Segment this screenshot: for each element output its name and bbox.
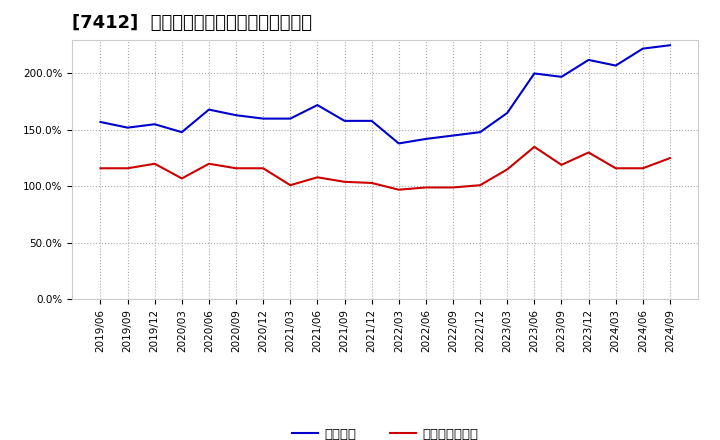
固定長期適合率 bbox=[341, 179, 349, 184]
固定長期適合率 bbox=[259, 165, 268, 171]
Line: 固定長期適合率: 固定長期適合率 bbox=[101, 147, 670, 190]
固定比率 bbox=[96, 119, 105, 125]
固定比率 bbox=[204, 107, 213, 112]
固定比率 bbox=[611, 63, 620, 68]
固定比率 bbox=[367, 118, 376, 124]
固定長期適合率 bbox=[150, 161, 159, 166]
固定比率 bbox=[395, 141, 403, 146]
固定長期適合率 bbox=[123, 165, 132, 171]
固定比率 bbox=[530, 71, 539, 76]
固定比率 bbox=[421, 136, 430, 142]
Line: 固定比率: 固定比率 bbox=[101, 45, 670, 143]
固定比率 bbox=[557, 74, 566, 80]
固定長期適合率 bbox=[503, 167, 511, 172]
固定長期適合率 bbox=[639, 165, 647, 171]
固定比率 bbox=[341, 118, 349, 124]
固定比率 bbox=[286, 116, 294, 121]
固定比率 bbox=[503, 110, 511, 116]
固定長期適合率 bbox=[313, 175, 322, 180]
固定比率 bbox=[639, 46, 647, 51]
固定長期適合率 bbox=[530, 144, 539, 150]
固定比率 bbox=[259, 116, 268, 121]
固定比率 bbox=[232, 113, 240, 118]
固定長期適合率 bbox=[557, 162, 566, 168]
固定比率 bbox=[584, 57, 593, 62]
固定比率 bbox=[665, 43, 674, 48]
固定長期適合率 bbox=[449, 185, 457, 190]
固定長期適合率 bbox=[476, 183, 485, 188]
固定比率 bbox=[123, 125, 132, 130]
固定長期適合率 bbox=[286, 183, 294, 188]
固定比率 bbox=[449, 133, 457, 138]
Text: [7412]  固定比率、固定長期適合率の推移: [7412] 固定比率、固定長期適合率の推移 bbox=[72, 15, 312, 33]
固定長期適合率 bbox=[611, 165, 620, 171]
固定比率 bbox=[313, 103, 322, 108]
固定長期適合率 bbox=[204, 161, 213, 166]
固定長期適合率 bbox=[178, 176, 186, 181]
固定長期適合率 bbox=[395, 187, 403, 192]
固定比率 bbox=[178, 129, 186, 135]
固定長期適合率 bbox=[96, 165, 105, 171]
固定長期適合率 bbox=[665, 155, 674, 161]
固定長期適合率 bbox=[421, 185, 430, 190]
固定比率 bbox=[476, 129, 485, 135]
固定比率 bbox=[150, 121, 159, 127]
固定長期適合率 bbox=[367, 180, 376, 186]
固定長期適合率 bbox=[584, 150, 593, 155]
固定長期適合率 bbox=[232, 165, 240, 171]
Legend: 固定比率, 固定長期適合率: 固定比率, 固定長期適合率 bbox=[287, 422, 484, 440]
